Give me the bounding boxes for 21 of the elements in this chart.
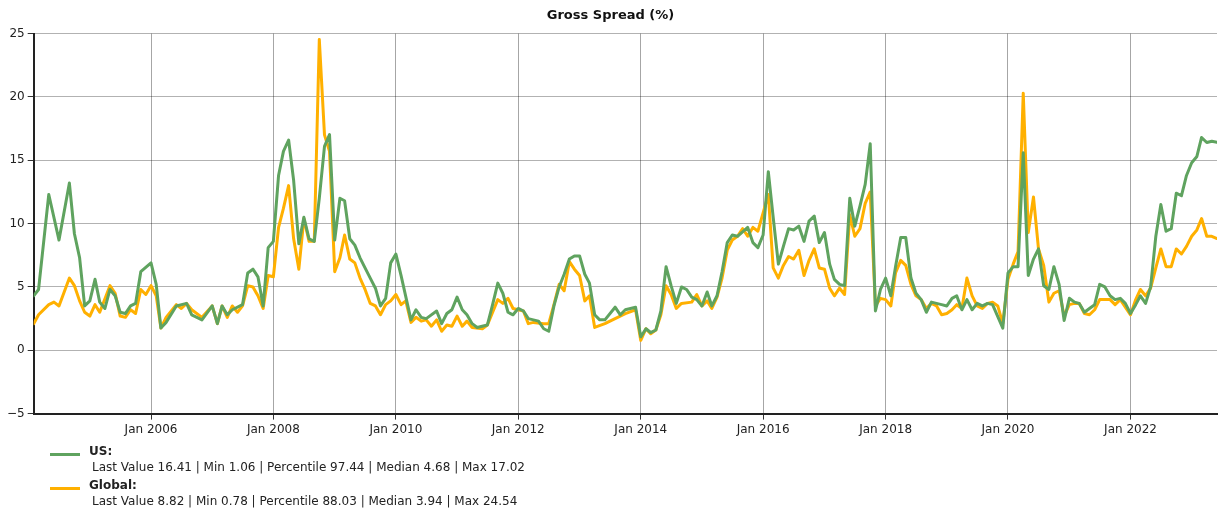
y-tick-label: 20 xyxy=(9,89,25,104)
x-tick-label: Jan 2018 xyxy=(858,421,913,436)
y-tick-label: 5 xyxy=(17,279,25,294)
legend-label: US: xyxy=(89,444,113,458)
y-tick-label: 0 xyxy=(17,342,25,357)
chart-title: Gross Spread (%) xyxy=(546,7,675,23)
y-tick-label: −5 xyxy=(6,405,25,420)
x-tick-label: Jan 2012 xyxy=(490,421,545,436)
x-tick-label: Jan 2020 xyxy=(980,421,1035,436)
y-tick-label: 25 xyxy=(9,25,25,40)
x-tick-label: Jan 2016 xyxy=(735,421,790,436)
y-tick-label: 10 xyxy=(9,215,25,230)
text: Last Value 8.82 | Min 0.78 | Percentile 88.03 | Median 3.94 | Max 24.54 xyxy=(92,494,518,508)
legend-label: Global: xyxy=(89,478,137,492)
x-tick-label: Jan 2008 xyxy=(245,421,300,436)
x-tick-label: Jan 2006 xyxy=(123,421,178,436)
y-tick-label: 15 xyxy=(9,152,25,167)
text: Last Value 16.41 | Min 1.06 | Percentile 97.44 | Median 4.68 | Max 17.02 xyxy=(92,460,525,474)
x-tick-label: Jan 2010 xyxy=(368,421,423,436)
x-tick-label: Jan 2014 xyxy=(613,421,668,436)
x-tick-label: Jan 2022 xyxy=(1103,421,1157,436)
